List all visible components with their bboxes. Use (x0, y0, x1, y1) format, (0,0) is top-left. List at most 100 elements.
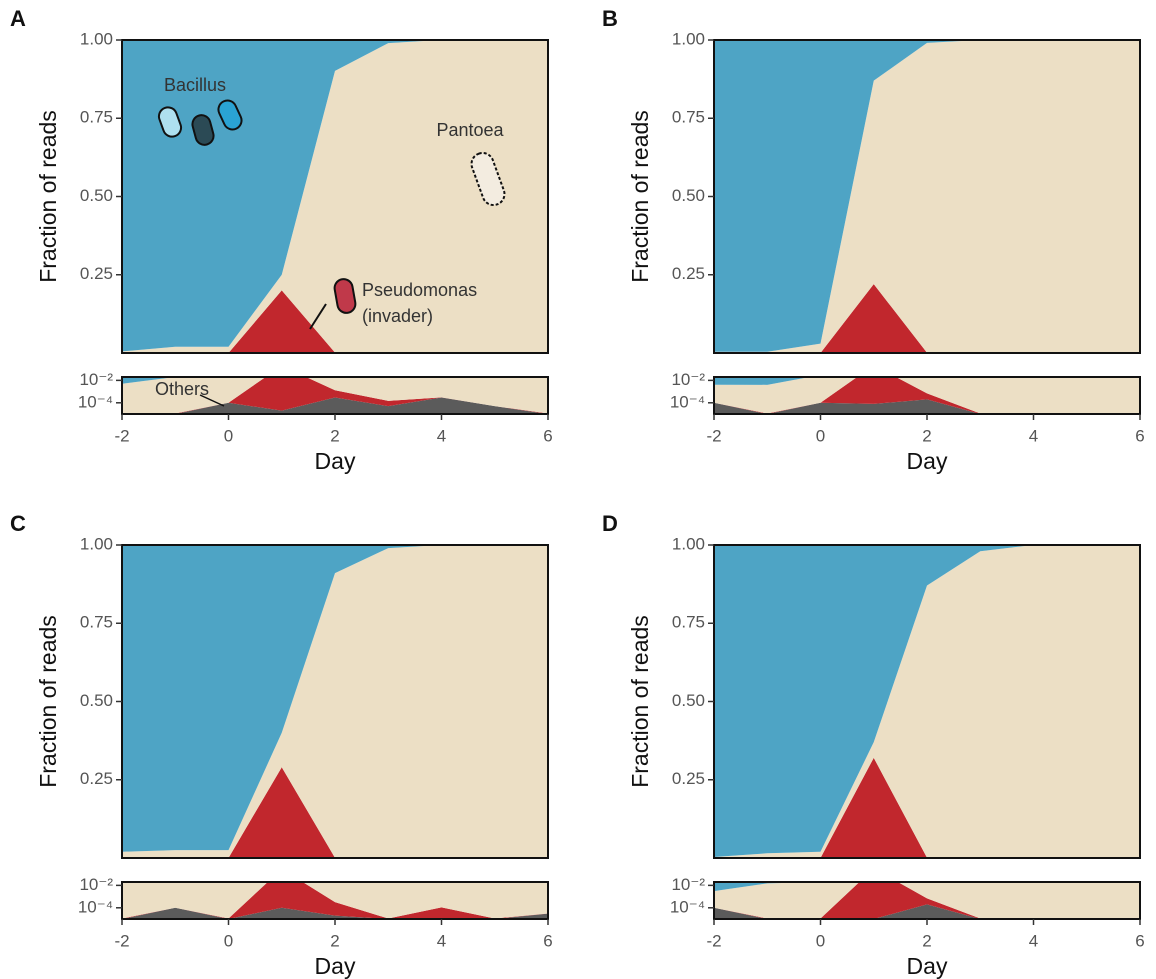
panel-label: D (602, 511, 618, 536)
strip-plot (122, 863, 548, 919)
strip-area (714, 882, 1140, 919)
x-tick-label: 0 (816, 426, 825, 445)
y-tick-label: 0.25 (672, 769, 705, 788)
strip-y-tick-label: 10⁻⁴ (78, 897, 113, 916)
strip-area (122, 377, 548, 414)
strip-y-tick-label: 10⁻⁴ (78, 392, 113, 411)
x-axis-label: Day (315, 448, 356, 474)
x-axis-label: Day (315, 953, 356, 979)
x-tick-label: -2 (706, 931, 721, 950)
strip-area (714, 399, 1140, 414)
area (714, 40, 981, 352)
y-tick-label: 0.75 (80, 613, 113, 632)
annotation: Bacillus (164, 75, 226, 95)
strip-y-tick-label: 10⁻² (79, 875, 113, 894)
y-axis-label: Fraction of reads (35, 615, 61, 788)
y-axis-label: Fraction of reads (35, 110, 61, 283)
strip-plot (122, 377, 548, 414)
x-tick-label: 2 (330, 931, 339, 950)
main-plot (714, 40, 1140, 353)
strip-area (714, 904, 1140, 919)
x-tick-label: -2 (706, 426, 721, 445)
bacillus-icon (191, 114, 215, 146)
y-tick-label: 1.00 (80, 534, 113, 553)
strip-plot (714, 377, 1140, 414)
x-tick-label: 2 (922, 426, 931, 445)
y-tick-label: 0.75 (80, 108, 113, 127)
strip-y-tick-label: 10⁻² (671, 370, 705, 389)
strip-area (714, 882, 1140, 919)
leader-line (309, 303, 327, 330)
area (714, 40, 1140, 353)
strip-y-tick-label: 10⁻² (671, 875, 705, 894)
y-tick-label: 1.00 (672, 534, 705, 553)
strip-area (714, 377, 1140, 414)
main-plot (714, 545, 1140, 858)
panel: 0.25 0.50 0.75 1.00 10⁻² 10⁻⁴-2 0 2 4 6 Day Fractio… (10, 6, 553, 474)
strip-area (714, 377, 1140, 414)
pantoea-icon (470, 151, 506, 207)
annotation: Others (155, 379, 209, 399)
pseudomonas-icon (333, 278, 357, 314)
y-tick-label: 0.25 (80, 264, 113, 283)
area (122, 545, 548, 858)
x-tick-label: -2 (114, 931, 129, 950)
strip-area (122, 907, 548, 919)
strip-area (122, 863, 548, 882)
x-tick-label: 4 (437, 931, 446, 950)
strip-area (714, 377, 810, 385)
x-tick-label: 2 (922, 931, 931, 950)
x-tick-label: 0 (224, 931, 233, 950)
x-tick-label: 6 (1135, 931, 1144, 950)
y-tick-label: 0.50 (80, 691, 113, 710)
y-tick-label: 0.50 (672, 186, 705, 205)
area (122, 545, 441, 852)
strip-area (122, 882, 548, 919)
x-tick-label: 6 (543, 931, 552, 950)
y-tick-label: 0.25 (80, 769, 113, 788)
x-tick-label: 6 (1135, 426, 1144, 445)
x-tick-label: 4 (1029, 426, 1038, 445)
strip-area (122, 377, 176, 384)
y-axis-label: Fraction of reads (627, 110, 653, 283)
y-tick-label: 1.00 (672, 29, 705, 48)
y-tick-label: 0.50 (80, 186, 113, 205)
panel-label: A (10, 6, 26, 31)
x-tick-label: 4 (1029, 931, 1038, 950)
x-axis-label: Day (907, 448, 948, 474)
panel-label: C (10, 511, 26, 536)
strip-y-tick-label: 10⁻⁴ (670, 897, 705, 916)
x-axis-label: Day (907, 953, 948, 979)
area (714, 545, 1034, 858)
strip-area (122, 377, 548, 414)
strip-area (122, 397, 548, 414)
x-tick-label: 2 (330, 426, 339, 445)
main-plot (122, 545, 548, 858)
bacillus-icon (217, 99, 243, 131)
strip-y-tick-label: 10⁻² (79, 370, 113, 389)
panel: 0.25 0.50 0.75 1.00 10⁻² 10⁻⁴-2 0 2 4 6 Day Fractio… (602, 6, 1145, 474)
leader-line (199, 394, 225, 407)
panel: 0.25 0.50 0.75 1.00 10⁻² 10⁻⁴-2 0 2 4 6 Day Fractio… (602, 511, 1145, 979)
panel-label: B (602, 6, 618, 31)
y-tick-label: 0.75 (672, 108, 705, 127)
strip-area (714, 882, 821, 892)
y-axis-label: Fraction of reads (627, 615, 653, 788)
x-tick-label: -2 (114, 426, 129, 445)
y-tick-label: 1.00 (80, 29, 113, 48)
x-tick-label: 0 (224, 426, 233, 445)
annotation: Pantoea (436, 120, 504, 140)
strip-y-tick-label: 10⁻⁴ (670, 392, 705, 411)
x-tick-label: 4 (437, 426, 446, 445)
y-tick-label: 0.50 (672, 691, 705, 710)
annotation: Pseudomonas (362, 280, 477, 300)
panel: 0.25 0.50 0.75 1.00 10⁻² 10⁻⁴-2 0 2 4 6 Day Fractio… (10, 511, 553, 979)
bacillus-icon (157, 106, 183, 138)
area (122, 40, 548, 353)
y-tick-label: 0.75 (672, 613, 705, 632)
area (714, 545, 1140, 858)
x-tick-label: 6 (543, 426, 552, 445)
strip-area (122, 882, 548, 919)
x-tick-label: 0 (816, 931, 825, 950)
